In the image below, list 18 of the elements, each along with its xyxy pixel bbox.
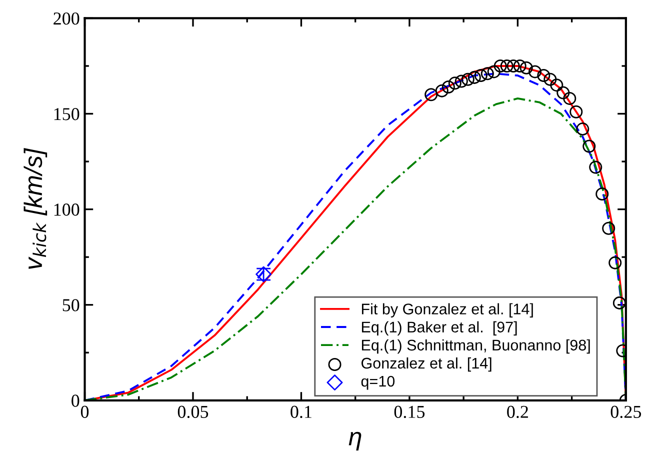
x-tick-label: 0.1 xyxy=(290,406,312,418)
y-tick-label: 0 xyxy=(72,394,80,407)
y-axis-title: v$_{kick}$ [km/s] xyxy=(24,148,48,269)
y-tick-label: 200 xyxy=(54,12,80,25)
legend-label: Eq.(1) Schnittman, Buonanno [98] xyxy=(362,339,590,354)
x-axis-title: η xyxy=(348,432,362,450)
x-tick-label: 0.05 xyxy=(178,406,208,418)
legend-label: Gonzalez et al. [14] xyxy=(362,357,492,372)
x-tick-label: 0.25 xyxy=(610,406,642,418)
x-tick-label: 0 xyxy=(80,406,89,418)
x-tick-label: 0.2 xyxy=(507,406,528,418)
legend-label: Fit by Gonzalez et al. [14] xyxy=(362,303,533,318)
legend-label: Eq.(1) Baker et al. [97] xyxy=(362,321,517,336)
y-tick-label: 50 xyxy=(62,299,80,312)
y-tick-label: 100 xyxy=(54,204,80,216)
y-tick-label: 150 xyxy=(54,108,80,120)
x-tick-label: 0.15 xyxy=(394,406,425,418)
legend-label: q=10 xyxy=(361,376,395,390)
